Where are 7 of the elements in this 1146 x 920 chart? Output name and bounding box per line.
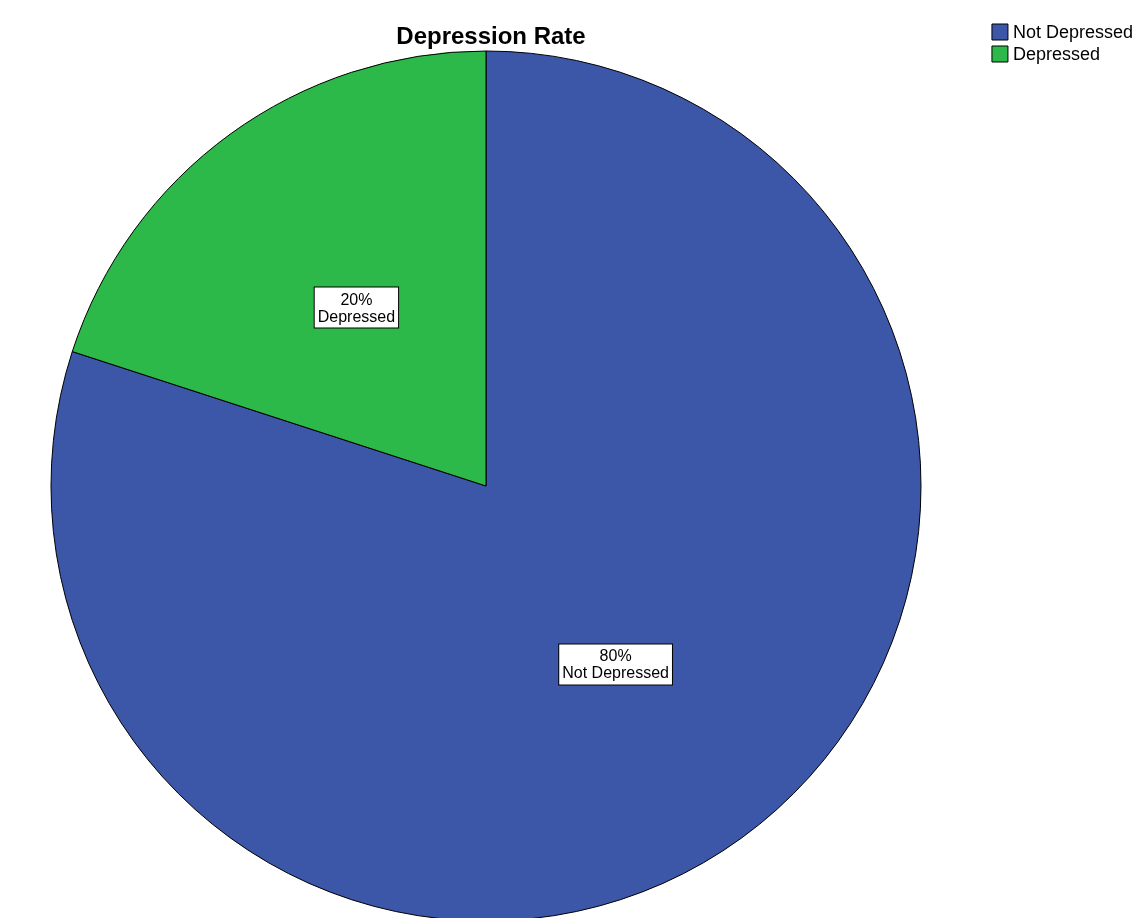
data-label: 80%: [599, 647, 632, 665]
slice-label: Depressed: [317, 307, 396, 325]
legend-label: Depressed: [1012, 44, 1100, 64]
chart-title: Depression Rate: [396, 21, 586, 49]
slice-label: Not Depressed: [562, 664, 669, 682]
data-label: 20%: [340, 290, 373, 308]
legend-label: Not Depressed: [1012, 22, 1133, 42]
